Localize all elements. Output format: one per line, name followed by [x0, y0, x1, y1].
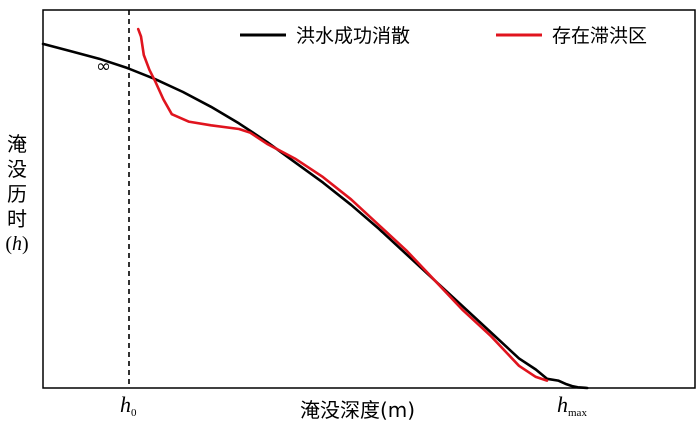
y-axis-unit-symbol: h — [12, 233, 22, 255]
x-tick-h0-base: h — [120, 392, 131, 417]
y-axis-label-char: 时 — [7, 207, 27, 231]
x-tick-label-hmax: hmax — [557, 392, 587, 419]
x-tick-hmax-sub: max — [568, 407, 587, 419]
y-axis-label-char: 历 — [7, 182, 27, 206]
y-axis-unit: (h) — [5, 233, 29, 255]
x-axis-label: 淹没深度(m) — [300, 398, 416, 422]
x-tick-label-h0: h0 — [120, 392, 137, 419]
series-line-detention — [136, 27, 549, 382]
y-axis-label-char: 淹 — [7, 132, 27, 156]
legend: 洪水成功消散 存在滞洪区 — [240, 25, 647, 47]
series-line-dissipated — [41, 42, 589, 390]
y-axis-label-char: 没 — [7, 157, 27, 181]
x-tick-hmax-base: h — [557, 392, 568, 417]
plot-frame — [42, 9, 696, 389]
y-axis-label: 淹 没 历 时 (h) — [2, 132, 32, 257]
x-tick-h0-sub: 0 — [131, 407, 137, 419]
legend-label-dissipated: 洪水成功消散 — [296, 25, 410, 47]
legend-label-detention: 存在滞洪区 — [552, 25, 647, 47]
